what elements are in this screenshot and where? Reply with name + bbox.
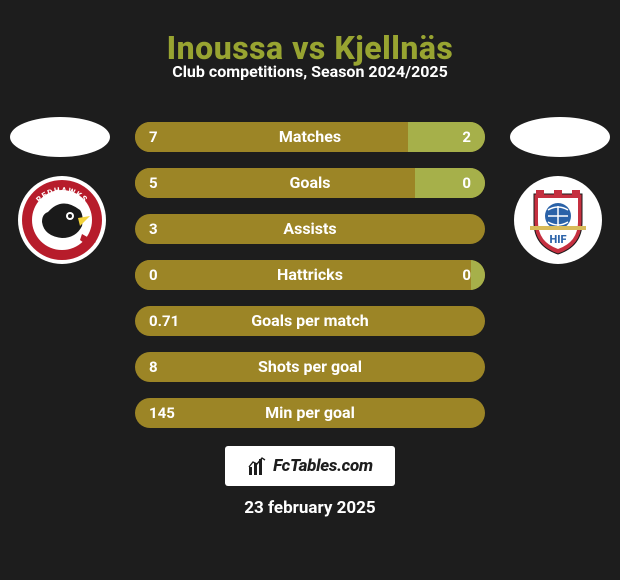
stat-row: 145Min per goal bbox=[135, 398, 485, 428]
stat-row: 3Assists bbox=[135, 214, 485, 244]
svg-text:HIF: HIF bbox=[549, 233, 566, 246]
redhawks-badge-icon: REDHAWKS bbox=[18, 176, 106, 264]
footer-date: 23 february 2025 bbox=[0, 498, 620, 518]
brand-logo[interactable]: FcTables.com bbox=[225, 446, 395, 486]
brand-text: FcTables.com bbox=[273, 456, 373, 476]
bar-label: Min per goal bbox=[135, 398, 485, 428]
stat-row: 0.71Goals per match bbox=[135, 306, 485, 336]
subtitle: Club competitions, Season 2024/2025 bbox=[0, 62, 620, 81]
player-right-placeholder bbox=[510, 117, 610, 157]
bar-label: Shots per goal bbox=[135, 352, 485, 382]
stat-row: 8Shots per goal bbox=[135, 352, 485, 382]
bar-label: Hattricks bbox=[135, 260, 485, 290]
stats-bars: 72Matches 50Goals 3Assists 00Hattricks 0.71G… bbox=[135, 122, 485, 444]
club-badge-right: HIF bbox=[514, 176, 602, 264]
bar-label: Assists bbox=[135, 214, 485, 244]
stat-row: 50Goals bbox=[135, 168, 485, 198]
bar-label: Goals bbox=[135, 168, 485, 198]
club-badge-left: REDHAWKS bbox=[18, 176, 106, 264]
stat-row: 72Matches bbox=[135, 122, 485, 152]
player-left-placeholder bbox=[10, 117, 110, 157]
stat-row: 00Hattricks bbox=[135, 260, 485, 290]
chart-icon bbox=[247, 455, 269, 477]
hif-badge-icon: HIF bbox=[514, 176, 602, 264]
bar-label: Matches bbox=[135, 122, 485, 152]
bar-label: Goals per match bbox=[135, 306, 485, 336]
